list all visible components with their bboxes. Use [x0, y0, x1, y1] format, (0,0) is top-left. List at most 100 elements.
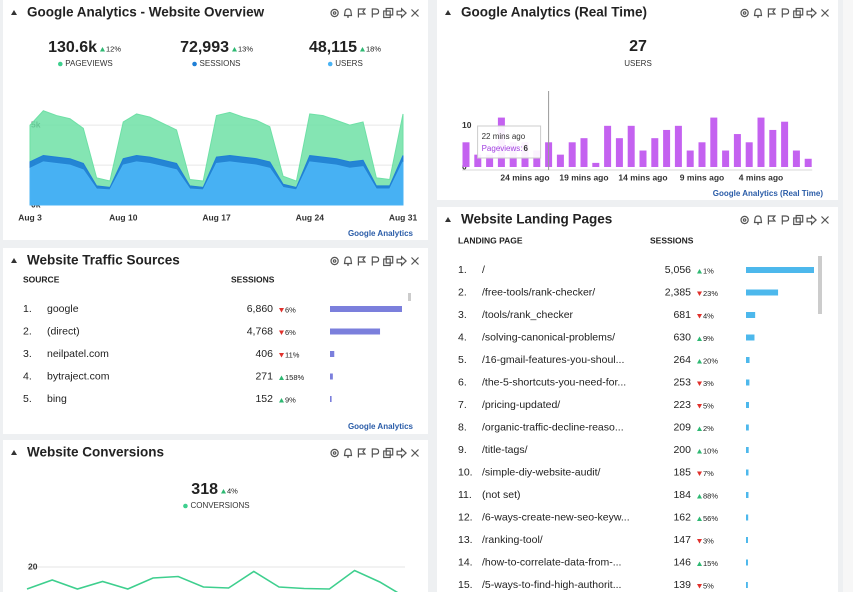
copy-front — [793, 217, 801, 226]
row-change: 23% — [703, 289, 718, 298]
table-scrollbar[interactable] — [408, 293, 411, 301]
header-icon[interactable] — [396, 447, 407, 459]
header-icon[interactable] — [411, 9, 419, 17]
session-bar — [330, 351, 335, 357]
copy-back — [385, 7, 394, 16]
row-change: 158% — [285, 373, 305, 382]
header-icon[interactable] — [753, 8, 763, 18]
header-icon[interactable] — [740, 215, 749, 225]
header-icon[interactable] — [357, 8, 367, 18]
header-icon[interactable] — [357, 448, 367, 458]
header-icon[interactable] — [357, 256, 367, 266]
header-icon[interactable] — [411, 449, 419, 457]
header-icon[interactable] — [383, 447, 394, 459]
header-icon[interactable] — [330, 448, 339, 458]
row-name: /pricing-updated/ — [482, 399, 560, 411]
bell — [753, 215, 763, 225]
widget-footer: Google Analytics — [348, 229, 414, 238]
collapse-toggle[interactable] — [445, 10, 451, 15]
header-icon[interactable] — [330, 256, 339, 266]
header-icon[interactable] — [396, 7, 407, 19]
table-scrollbar[interactable] — [818, 256, 822, 314]
header-icon[interactable] — [793, 214, 804, 226]
collapse-toggle[interactable] — [11, 450, 17, 455]
header-icon[interactable] — [821, 9, 829, 17]
header-icon[interactable] — [793, 7, 804, 19]
row-name: /ranking-tool/ — [482, 534, 543, 546]
collapse-toggle[interactable] — [11, 10, 17, 15]
header-icon[interactable] — [371, 8, 380, 18]
collapse-toggle[interactable] — [11, 258, 17, 263]
session-bar — [330, 328, 381, 335]
session-bar — [746, 514, 749, 521]
flag — [357, 256, 367, 266]
copy-front — [793, 10, 801, 19]
widget: Website Conversions 318 4% CONVERSIONS 20 — [3, 440, 428, 592]
row-change: 88% — [703, 491, 718, 500]
row-name: /5-ways-to-find-high-authorit... — [482, 579, 621, 591]
row-name: /the-5-shortcuts-you-need-for... — [482, 376, 626, 388]
header-icon[interactable] — [396, 255, 407, 267]
metric-dot — [192, 61, 197, 67]
row-rank: 9. — [458, 444, 467, 456]
gear-hub — [332, 451, 337, 455]
header-icon[interactable] — [781, 215, 790, 225]
x-tick-label: Aug 10 — [109, 212, 138, 222]
trend-arrow — [232, 47, 237, 52]
header-icon[interactable] — [781, 8, 790, 18]
bar — [710, 117, 718, 167]
trend-arrow — [697, 539, 702, 544]
trend-arrow — [697, 584, 702, 589]
header-icon[interactable] — [330, 8, 339, 18]
bar — [722, 150, 730, 167]
row-change: 7% — [703, 469, 714, 478]
bar — [663, 129, 671, 167]
trend-arrow — [697, 269, 702, 274]
header-icon[interactable] — [767, 8, 777, 18]
header-icon[interactable] — [343, 256, 353, 266]
bar — [474, 154, 482, 167]
bar — [674, 125, 682, 167]
forward — [396, 255, 407, 267]
bar — [556, 154, 564, 167]
session-bar — [746, 582, 748, 588]
row-rank: 2. — [458, 286, 467, 298]
row-change: 9% — [285, 395, 296, 404]
header-icon[interactable] — [411, 257, 419, 265]
flag — [357, 8, 367, 18]
header-icon[interactable] — [806, 7, 817, 19]
close — [411, 257, 419, 265]
bar — [462, 142, 470, 167]
forward — [806, 7, 817, 19]
trend-arrow — [697, 494, 702, 499]
bar — [592, 162, 600, 167]
row-sessions: 4,768 — [247, 325, 273, 337]
header-icon[interactable] — [740, 8, 749, 18]
header-icon[interactable] — [806, 214, 817, 226]
session-bar — [330, 373, 333, 380]
bar — [580, 138, 588, 167]
tooltip-value: 6 — [524, 144, 529, 153]
row-change: 4% — [703, 311, 714, 320]
collapse-toggle[interactable] — [445, 217, 451, 222]
page-scrollbar[interactable] — [843, 0, 853, 592]
trend-arrow — [697, 291, 702, 296]
header-icon[interactable] — [343, 448, 353, 458]
row-rank: 7. — [458, 399, 467, 411]
header-icon[interactable] — [371, 448, 380, 458]
header-icon[interactable] — [821, 216, 829, 224]
pin — [371, 8, 380, 18]
row-change: 15% — [703, 559, 718, 568]
header-icon[interactable] — [383, 7, 394, 19]
header-icon[interactable] — [753, 215, 763, 225]
row-name: / — [482, 264, 485, 276]
header-icon[interactable] — [371, 256, 380, 266]
trend-arrow — [279, 398, 284, 403]
header-icon[interactable] — [383, 255, 394, 267]
header-icon[interactable] — [343, 8, 353, 18]
bar — [604, 125, 612, 167]
row-sessions: 5,056 — [665, 264, 691, 276]
metric-value: 72,993 — [180, 39, 229, 56]
header-icon[interactable] — [767, 215, 777, 225]
